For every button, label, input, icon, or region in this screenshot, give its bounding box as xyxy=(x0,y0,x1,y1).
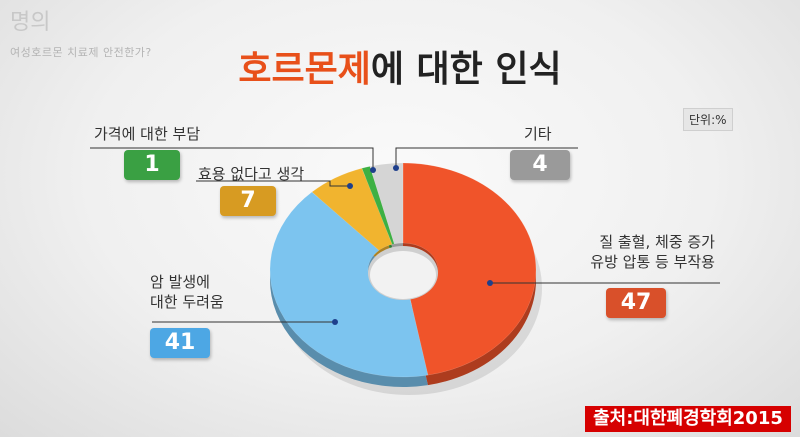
unit-label: 단위:% xyxy=(683,108,733,131)
leader-line-other xyxy=(395,147,578,168)
slice-other xyxy=(369,162,404,245)
badge-price: 1 xyxy=(124,150,180,180)
source-label: 출처:대한폐경학회2015 xyxy=(585,406,791,432)
label-side-effects-line2: 유방 압통 등 부작용 xyxy=(590,253,715,272)
leader-dot-price xyxy=(370,167,376,173)
chart-title: 호르몬제에 대한 인식 xyxy=(0,40,800,92)
label-cancer-line2: 대한 두려움 xyxy=(150,293,224,312)
label-price: 가격에 대한 부담 xyxy=(94,125,201,143)
slice-side-effects xyxy=(402,162,537,376)
label-cancer-line1: 암 발생에 xyxy=(150,273,210,291)
label-side-effects-line1: 질 출혈, 체중 증가 xyxy=(599,233,715,251)
label-no-effect: 효용 없다고 생각 xyxy=(198,165,305,183)
leader-dot-no-effect xyxy=(347,183,353,189)
leader-line-no-effect xyxy=(196,180,350,187)
chart-title-rest: 에 대한 인식 xyxy=(370,49,562,90)
badge-side-effects: 47 xyxy=(606,288,666,318)
badge-cancer: 41 xyxy=(150,328,210,358)
donut-slices xyxy=(269,162,542,395)
donut-hole xyxy=(370,251,436,299)
leader-dot-other xyxy=(393,165,399,171)
slice-no-effect xyxy=(311,167,393,251)
leader-line-price xyxy=(90,147,374,170)
program-subtitle: 여성호르몬 치료제 안전한가? xyxy=(10,46,152,59)
leader-dot-cancer xyxy=(332,319,338,325)
badge-no-effect: 7 xyxy=(220,186,276,216)
label-other: 기타 xyxy=(524,125,552,143)
badge-other: 4 xyxy=(510,150,570,180)
chart-title-highlight: 호르몬제 xyxy=(238,49,371,90)
leader-lines xyxy=(90,147,720,325)
leader-dot-side-effects xyxy=(487,280,493,286)
program-logo: 명의 xyxy=(10,10,51,35)
